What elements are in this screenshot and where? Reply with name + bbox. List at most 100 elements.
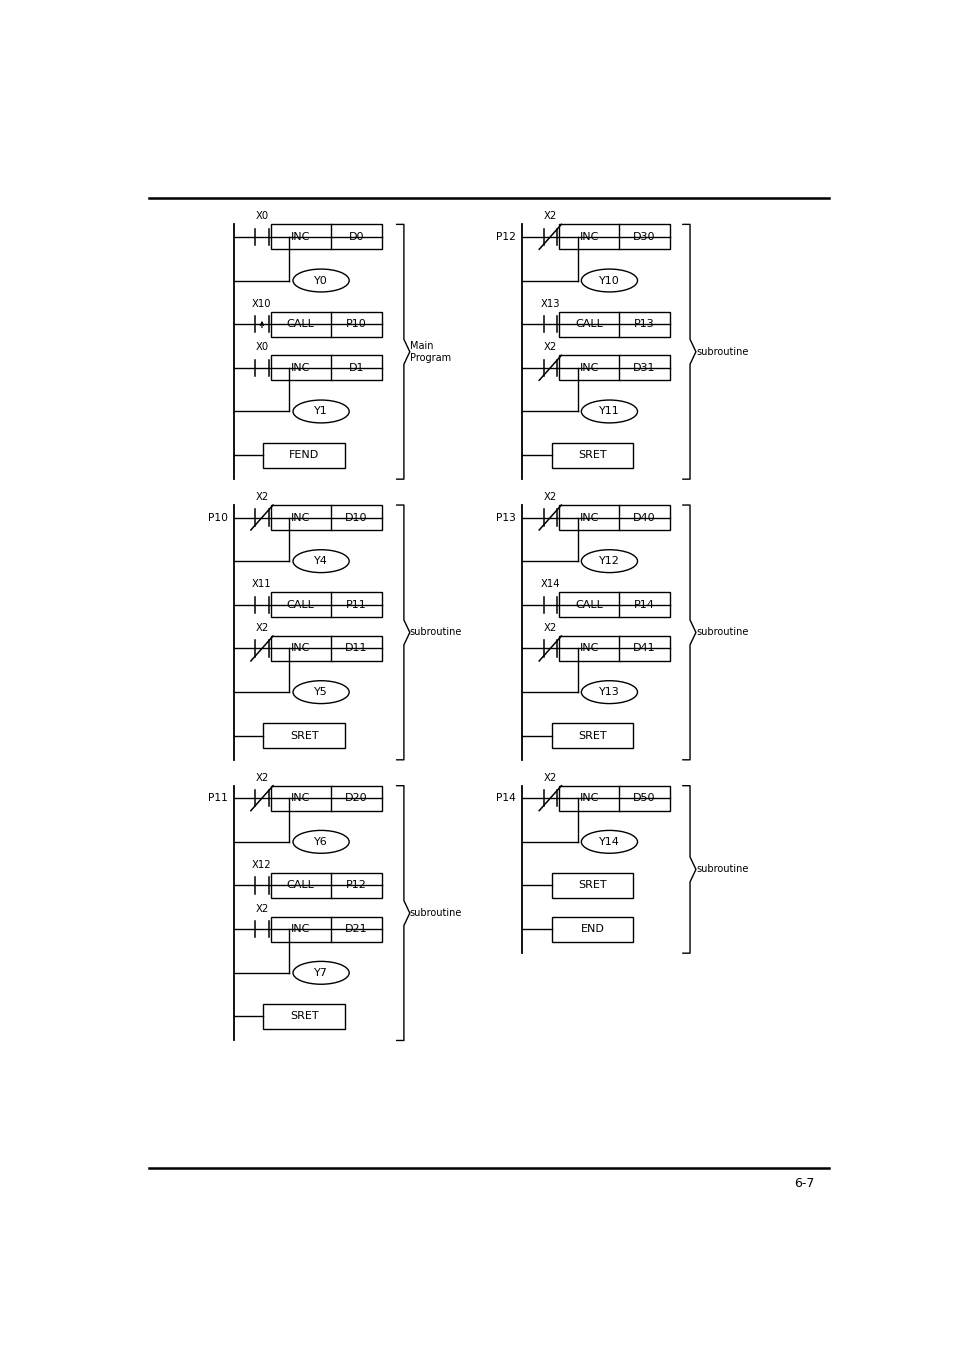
Text: INC: INC [578,794,598,803]
Bar [558,224,669,250]
Text: D10: D10 [345,513,367,522]
Bar [263,1004,344,1029]
Text: 6-7: 6-7 [793,1177,813,1189]
Text: X2: X2 [543,211,557,221]
Bar [271,224,381,250]
Text: INC: INC [291,925,310,934]
Bar [558,505,669,531]
Text: SRET: SRET [290,1011,318,1022]
Ellipse shape [580,269,637,292]
Text: INC: INC [578,232,598,242]
Text: X2: X2 [255,491,269,502]
Text: SRET: SRET [578,730,606,741]
Text: P12: P12 [345,880,366,891]
Bar [271,505,381,531]
Text: Y7: Y7 [314,968,328,977]
Text: Y12: Y12 [598,556,619,566]
Text: subroutine: subroutine [696,628,747,637]
Text: INC: INC [291,513,310,522]
Text: D41: D41 [633,644,655,653]
Text: D31: D31 [633,363,655,373]
Text: X10: X10 [252,298,272,309]
Text: P14: P14 [496,794,516,803]
Text: P13: P13 [634,319,655,329]
Bar [271,312,381,336]
Text: Y1: Y1 [314,406,328,417]
Text: P14: P14 [634,599,655,610]
Text: CALL: CALL [575,319,602,329]
Text: Y11: Y11 [598,406,619,417]
Text: Y6: Y6 [314,837,328,846]
Text: P11: P11 [208,794,228,803]
Text: P13: P13 [496,513,516,522]
Bar [551,917,633,942]
Text: FEND: FEND [289,450,319,460]
Text: subroutine: subroutine [696,864,747,875]
Text: CALL: CALL [575,599,602,610]
Text: D21: D21 [345,925,367,934]
Text: X0: X0 [255,211,268,221]
Text: D0: D0 [348,232,364,242]
Bar [558,355,669,381]
Text: P10: P10 [346,319,366,329]
Text: INC: INC [578,644,598,653]
Bar [271,636,381,661]
Text: P11: P11 [346,599,366,610]
Text: Y13: Y13 [598,687,619,697]
Text: X12: X12 [252,860,272,869]
Bar [271,917,381,942]
Text: INC: INC [291,363,310,373]
Text: Y4: Y4 [314,556,328,566]
Bar [271,873,381,898]
Text: X0: X0 [255,343,268,352]
Ellipse shape [580,549,637,572]
Text: X14: X14 [540,579,559,589]
Text: D50: D50 [633,794,655,803]
Text: X2: X2 [543,622,557,633]
Text: D11: D11 [345,644,367,653]
Text: D1: D1 [348,363,364,373]
Text: D40: D40 [633,513,655,522]
Text: D30: D30 [633,232,655,242]
Text: CALL: CALL [287,880,314,891]
Ellipse shape [293,830,349,853]
Text: INC: INC [578,513,598,522]
Text: INC: INC [291,232,310,242]
Text: X2: X2 [543,343,557,352]
Bar [551,724,633,748]
Text: Main
Program: Main Program [410,342,451,363]
Text: CALL: CALL [287,599,314,610]
Text: Y14: Y14 [598,837,619,846]
Text: CALL: CALL [287,319,314,329]
Text: Y0: Y0 [314,275,328,285]
Text: Y10: Y10 [598,275,619,285]
Bar [263,443,344,467]
Bar [551,443,633,467]
Bar [263,724,344,748]
Ellipse shape [293,680,349,703]
Text: X2: X2 [543,772,557,783]
Text: X13: X13 [540,298,559,309]
Text: INC: INC [291,644,310,653]
Text: P10: P10 [208,513,228,522]
Bar [558,593,669,617]
Bar [271,593,381,617]
Text: subroutine: subroutine [410,628,461,637]
Text: SRET: SRET [578,450,606,460]
Ellipse shape [580,830,637,853]
Ellipse shape [580,680,637,703]
Bar [271,786,381,810]
Text: X2: X2 [543,491,557,502]
Text: SRET: SRET [578,880,606,891]
Text: INC: INC [578,363,598,373]
Text: X2: X2 [255,903,269,914]
Text: P12: P12 [496,232,516,242]
Ellipse shape [293,400,349,423]
Text: Y5: Y5 [314,687,328,697]
Ellipse shape [293,269,349,292]
Text: SRET: SRET [290,730,318,741]
Text: X2: X2 [255,622,269,633]
Bar [551,873,633,898]
Text: X2: X2 [255,772,269,783]
Text: subroutine: subroutine [696,347,747,356]
